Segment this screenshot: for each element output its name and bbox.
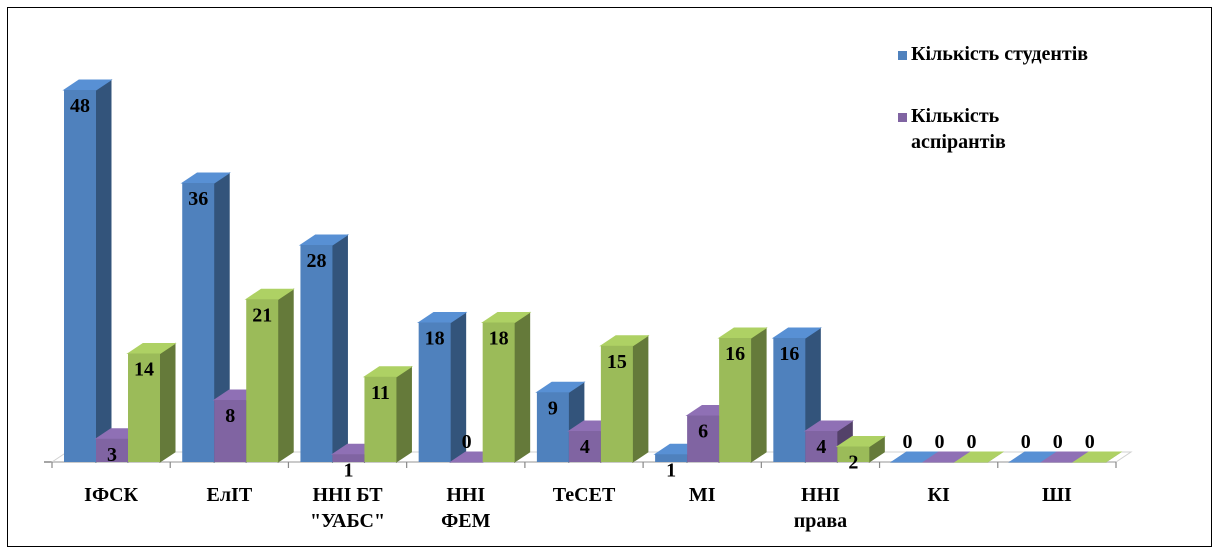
bar-side (395, 365, 412, 463)
bar-value-label: 9 (548, 397, 558, 419)
bar (655, 454, 688, 462)
legend-label: Кількість студентів (911, 43, 1088, 65)
bar-value-label: 15 (607, 351, 627, 373)
bar (600, 345, 633, 462)
bar (837, 446, 870, 462)
x-tick-label: ННІ (446, 484, 485, 506)
bar (246, 299, 279, 462)
bar-value-label: 21 (252, 304, 272, 326)
bar (182, 183, 215, 462)
legend-label: Кількість (911, 105, 1000, 127)
bar-value-label: 4 (580, 436, 590, 458)
bar-value-label: 0 (935, 431, 945, 453)
bar-side (632, 334, 649, 463)
bar-side (159, 342, 176, 463)
x-tick-label: ФЕМ (441, 510, 491, 532)
bar (687, 415, 720, 462)
bar-value-label: 18 (489, 328, 509, 350)
bar (64, 90, 96, 462)
bar-value-label: 8 (225, 405, 235, 427)
bar-value-label: 1 (666, 459, 676, 481)
bar-side (514, 311, 531, 463)
bar-side (331, 234, 348, 463)
bar-value-label: 48 (70, 95, 90, 117)
x-tick-label: ННІ БТ (312, 484, 383, 506)
x-tick-label: МІ (689, 484, 716, 506)
bar-value-label: 0 (462, 431, 472, 453)
bar (536, 392, 569, 462)
bar-value-label: 3 (107, 444, 117, 466)
bar-value-label: 18 (425, 328, 445, 350)
bar-value-label: 16 (725, 343, 745, 365)
bar-value-label: 0 (1053, 431, 1063, 453)
bar-side (277, 288, 294, 463)
x-tick-label: ІФСК (84, 484, 138, 506)
bar-value-label: 0 (903, 431, 913, 453)
bar (482, 322, 515, 462)
bar-value-label: 1 (343, 459, 353, 481)
legend-swatch (898, 51, 907, 60)
x-tick-label: "УАБС" (310, 510, 385, 532)
bar-value-label: 16 (779, 343, 799, 365)
bar-value-label: 0 (1021, 431, 1031, 453)
bar-side (95, 79, 112, 463)
x-tick-label: ННІ (801, 484, 840, 506)
bar-value-label: 28 (306, 250, 326, 272)
bar (719, 338, 752, 462)
bar (96, 438, 128, 462)
bar (418, 322, 451, 462)
x-tick-label: ШІ (1042, 484, 1072, 506)
x-tick-label: КІ (928, 484, 951, 506)
bar-value-label: 36 (188, 188, 208, 210)
bar-value-label: 0 (967, 431, 977, 453)
x-tick-label: ТеСЕТ (553, 484, 616, 506)
bar (332, 454, 365, 462)
bar-value-label: 0 (1085, 431, 1095, 453)
bar (214, 400, 247, 462)
bar-value-label: 11 (371, 382, 390, 404)
legend-swatch (898, 113, 907, 122)
bar (128, 353, 160, 462)
x-tick-label: ЕлІТ (206, 484, 252, 506)
bar-value-label: 4 (816, 436, 826, 458)
x-tick-label: права (794, 510, 847, 532)
bar (773, 338, 806, 462)
bar (364, 376, 397, 462)
bar-value-label: 2 (848, 452, 858, 474)
bar (300, 245, 333, 462)
bar-side (750, 327, 767, 463)
bar (805, 431, 838, 462)
bar-value-label: 14 (134, 359, 154, 381)
bar-value-label: 6 (698, 421, 708, 443)
bar (568, 431, 601, 462)
legend-label: аспірантів (911, 131, 1006, 153)
